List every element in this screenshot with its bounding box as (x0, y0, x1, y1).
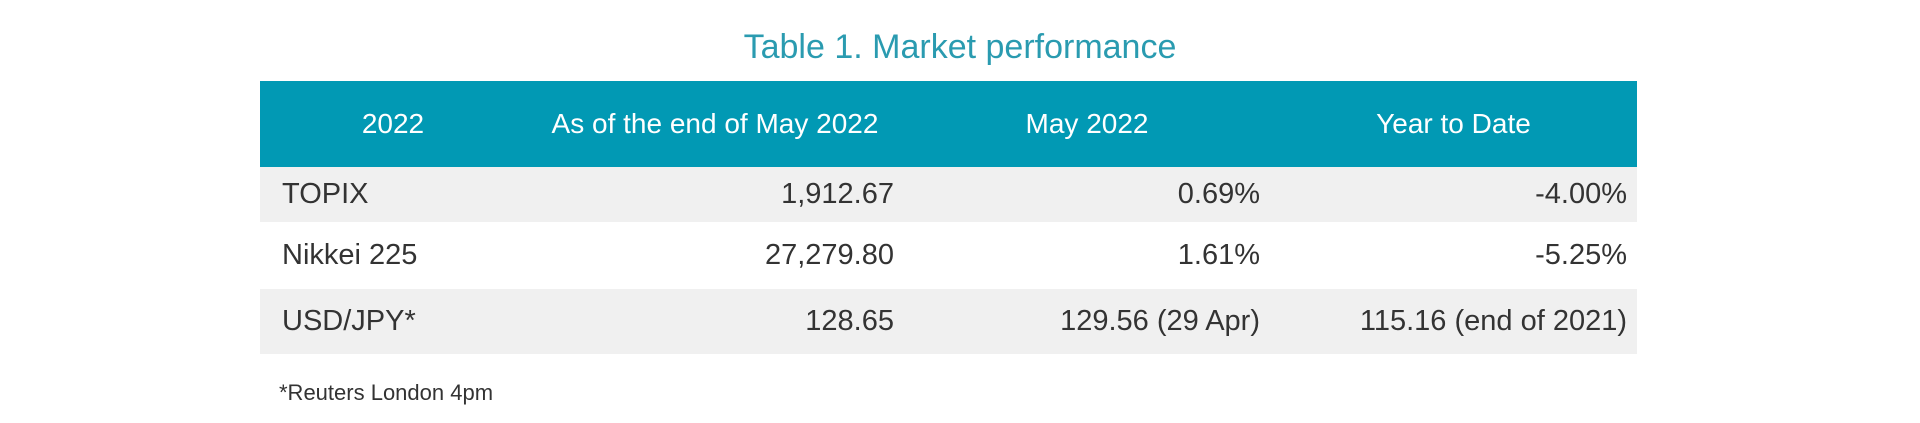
value-cell: 27,279.80 (526, 222, 904, 289)
value-cell: -5.25% (1270, 222, 1637, 289)
header-row: 2022 As of the end of May 2022 May 2022 Yea… (260, 81, 1637, 167)
row-label: USD/JPY* (260, 289, 526, 354)
header-cell: As of the end of May 2022 (526, 81, 904, 167)
table-title: Table 1. Market performance (743, 28, 1177, 66)
table-row: TOPIX 1,912.67 0.69% -4.00% (260, 167, 1637, 222)
header-cell: 2022 (260, 81, 526, 167)
value-cell: 0.69% (904, 167, 1270, 222)
value-cell: 1,912.67 (526, 167, 904, 222)
row-label: Nikkei 225 (260, 222, 526, 289)
value-cell: 1.61% (904, 222, 1270, 289)
value-cell: -4.00% (1270, 167, 1637, 222)
header-cell: May 2022 (904, 81, 1270, 167)
value-cell: 129.56 (29 Apr) (904, 289, 1270, 354)
row-label: TOPIX (260, 167, 526, 222)
table-body: TOPIX 1,912.67 0.69% -4.00% Nikkei 225 27,279… (260, 167, 1637, 354)
footnote: *Reuters London 4pm (279, 380, 494, 405)
market-table: 2022 As of the end of May 2022 May 2022 Yea… (260, 81, 1637, 354)
header-cell: Year to Date (1270, 81, 1637, 167)
table-row: Nikkei 225 27,279.80 1.61% -5.25% (260, 222, 1637, 289)
table-row: USD/JPY* 128.65 129.56 (29 Apr) 115.16 (end… (260, 289, 1637, 354)
value-cell: 115.16 (end of 2021) (1270, 289, 1637, 354)
value-cell: 128.65 (526, 289, 904, 354)
